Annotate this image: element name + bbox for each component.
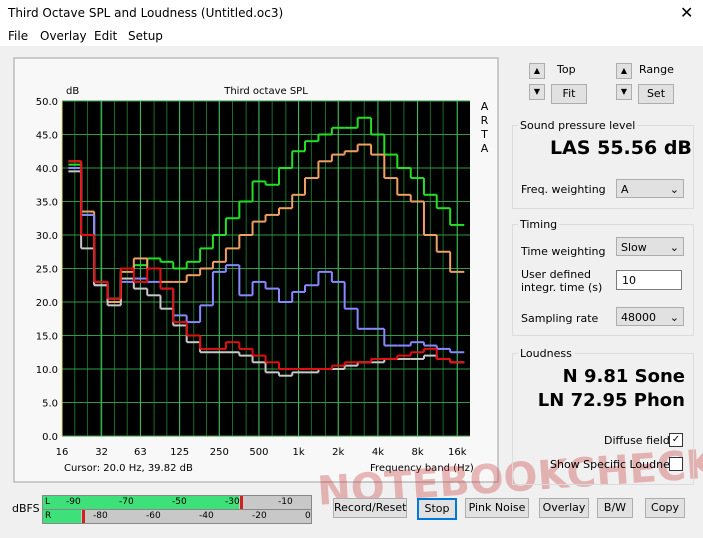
- button[interactable]: Set: [638, 84, 674, 104]
- close[interactable]: ✕: [680, 3, 694, 22]
- y-tick-label: 35.0: [36, 198, 58, 209]
- x-tick-label: 1k: [293, 447, 305, 458]
- meter-scale: -40: [199, 511, 214, 521]
- button[interactable]: Overlay: [539, 498, 589, 518]
- y-tick-label: 10.0: [36, 365, 58, 376]
- y-tick-label: 45.0: [36, 131, 58, 142]
- meter-scale: -90: [66, 497, 81, 507]
- checkbox[interactable]: ✓: [669, 433, 683, 447]
- side-label: ARTA: [478, 100, 491, 156]
- spl-reading: LAS 55.56 dB: [550, 137, 692, 159]
- button[interactable]: Pink Noise: [465, 498, 529, 518]
- x-tick-label: 32: [95, 447, 108, 458]
- group-box: [512, 353, 694, 485]
- window-title: Third Octave SPL and Loudness (Untitled.…: [8, 6, 284, 20]
- button[interactable]: Fit: [551, 84, 587, 104]
- dropdown[interactable]: Slow ⌄: [616, 237, 684, 256]
- y-tick-label: 5.0: [42, 399, 58, 410]
- button[interactable]: Record/Reset: [333, 498, 407, 518]
- label: Top: [557, 63, 576, 76]
- loudness-n: N 9.81 Sone: [562, 366, 685, 387]
- label: Range: [639, 63, 674, 76]
- x-tick-label: 63: [134, 447, 147, 458]
- label: Sampling rate: [521, 312, 599, 325]
- label: User defined integr. time (s): [521, 268, 603, 294]
- group-title: Sound pressure level: [518, 119, 638, 132]
- title-bar: [0, 0, 703, 28]
- spin-down[interactable]: ▼: [529, 84, 545, 100]
- text-input[interactable]: 10: [616, 270, 682, 290]
- y-tick-label: 0.0: [42, 432, 58, 443]
- y-tick-label: 40.0: [36, 164, 58, 175]
- dropdown-value: A: [621, 183, 629, 196]
- button[interactable]: Stop: [417, 498, 457, 520]
- menu-item[interactable]: Edit: [94, 29, 118, 43]
- label: Show Specific Loudness: [550, 458, 682, 471]
- group-title: Loudness: [518, 347, 574, 360]
- cursor: Cursor: 20.0 Hz, 39.82 dB: [64, 463, 193, 474]
- input-value: 10: [622, 274, 636, 287]
- x-tick-label: 250: [210, 447, 229, 458]
- dropdown[interactable]: A ⌄: [616, 179, 684, 198]
- meter-scale: 0: [305, 511, 311, 521]
- x-label: Frequency band (Hz): [370, 463, 474, 474]
- meter-peak: [82, 510, 85, 523]
- meter-scale: -50: [172, 497, 187, 507]
- meter-scale: -60: [146, 511, 161, 521]
- meter-r-fill: [43, 510, 81, 523]
- label: Diffuse field: [604, 434, 670, 447]
- x-tick-label: 500: [249, 447, 268, 458]
- group-title: Timing: [518, 218, 560, 231]
- x-tick-label: 16: [56, 447, 69, 458]
- menu-item[interactable]: Overlay: [40, 29, 87, 43]
- group-box: [512, 224, 694, 336]
- y-unit: dB: [66, 86, 79, 97]
- chart-title: Third octave SPL: [223, 86, 308, 97]
- dropdown-value: Slow: [621, 241, 647, 254]
- menu-item[interactable]: File: [8, 29, 29, 43]
- x-tick-label: 125: [170, 447, 189, 458]
- x-tick-label: 4k: [372, 447, 384, 458]
- spin-down[interactable]: ▼: [616, 84, 632, 100]
- loudness-ln: LN 72.95 Phon: [537, 390, 685, 411]
- spin-up[interactable]: ▲: [529, 63, 545, 79]
- label: Time weighting: [521, 245, 606, 258]
- meter-r: [42, 509, 312, 524]
- y-tick-label: 50.0: [36, 97, 58, 108]
- label: Freq. weighting: [521, 183, 606, 196]
- channel: R: [45, 511, 52, 521]
- x-tick-label: 2k: [332, 447, 344, 458]
- checkbox[interactable]: [669, 457, 683, 471]
- menu-bar: [0, 28, 703, 46]
- menu-item[interactable]: Setup: [128, 29, 163, 43]
- x-tick-label: 8k: [411, 447, 423, 458]
- channel: L: [45, 497, 51, 507]
- dropdown[interactable]: 48000 ⌄: [616, 307, 684, 326]
- meter-scale: -20: [252, 511, 267, 521]
- meter-label: dBFS: [12, 502, 40, 515]
- y-tick-label: 25.0: [36, 265, 58, 276]
- y-tick-label: 15.0: [36, 332, 58, 343]
- meter-l-fill: [43, 496, 239, 509]
- x-tick-label: 16k: [448, 447, 467, 458]
- spin-up[interactable]: ▲: [616, 63, 632, 79]
- button[interactable]: Copy: [645, 498, 685, 518]
- y-tick-label: 20.0: [36, 298, 58, 309]
- meter-peak: [240, 496, 243, 509]
- meter-scale: -70: [119, 497, 134, 507]
- button[interactable]: B/W: [597, 498, 633, 518]
- chart: Third octave SPL dB Cursor: 20.0 Hz, 39.…: [13, 57, 499, 483]
- dropdown-value: 48000: [621, 311, 656, 324]
- y-tick-label: 30.0: [36, 231, 58, 242]
- meter-scale: -30: [225, 497, 240, 507]
- meter-scale: -10: [278, 497, 293, 507]
- meter-scale: -80: [93, 511, 108, 521]
